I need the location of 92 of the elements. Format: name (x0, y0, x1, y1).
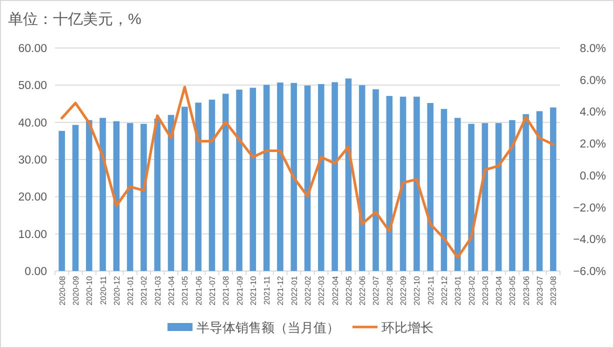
bar (182, 106, 188, 271)
bar (58, 130, 65, 271)
bar (236, 90, 242, 271)
chart-title: 单位：十亿美元，% (8, 11, 142, 28)
bar (454, 118, 461, 271)
y2-tick-label: −6.0% (573, 266, 606, 278)
legend-label: 环比增长 (382, 320, 434, 335)
x-tick-label: 2021-10 (248, 275, 258, 306)
x-tick-label: 2021-03 (153, 275, 162, 306)
y2-tick-label: 2.0% (580, 138, 606, 151)
y-tick-label: 60.00 (18, 43, 47, 55)
y2-tick-label: −2.0% (573, 202, 606, 214)
x-tick-label: 2021-12 (276, 275, 286, 306)
y2-tick-label: 0.0% (580, 170, 606, 182)
x-tick-label: 2020-11 (98, 275, 108, 305)
x-tick-label: 2022-09 (399, 275, 408, 306)
bar (100, 118, 106, 271)
bar (522, 114, 530, 271)
x-tick-label: 2023-04 (494, 275, 504, 306)
x-tick-label: 2022-03 (317, 275, 326, 306)
y2-tick-label: 8.0% (580, 43, 606, 55)
bar (440, 108, 448, 271)
x-tick-label: 2022-12 (440, 275, 449, 306)
x-tick-label: 2022-10 (412, 275, 422, 306)
x-tick-label: 2021-04 (167, 275, 176, 306)
bar (318, 84, 324, 271)
y-tick-label: 0.00 (24, 266, 47, 278)
bar (495, 123, 502, 271)
y-tick-label: 10.00 (18, 228, 47, 241)
bar (550, 107, 556, 271)
bar (208, 100, 216, 271)
bar (222, 94, 229, 271)
bar (290, 82, 297, 271)
y-tick-label: 20.00 (18, 192, 47, 204)
bar (358, 85, 366, 271)
bar (400, 96, 406, 271)
x-tick-label: 2020-12 (112, 275, 122, 306)
y2-tick-label: 6.0% (580, 74, 606, 87)
x-tick-label: 2023-01 (454, 275, 463, 306)
x-tick-label: 2020-08 (58, 275, 67, 306)
x-tick-label: 2020-09 (71, 275, 80, 306)
x-tick-label: 2023-02 (467, 275, 476, 306)
x-tick-label: 2022-01 (290, 275, 299, 306)
y-tick-label: 50.00 (18, 80, 47, 92)
bar (386, 96, 393, 271)
x-tick-label: 2022-07 (372, 275, 381, 306)
x-tick-label: 2022-08 (385, 275, 394, 306)
bar (126, 123, 134, 271)
x-tick-label: 2022-02 (304, 275, 312, 306)
x-tick-label: 2023-06 (522, 275, 531, 306)
x-tick-label: 2023-08 (549, 275, 558, 306)
y2-tick-label: −4.0% (573, 234, 606, 246)
bar (372, 89, 379, 271)
bar (168, 114, 174, 271)
x-tick-label: 2021-01 (126, 275, 136, 306)
bar (277, 82, 284, 271)
x-tick-label: 2020-10 (85, 275, 94, 306)
x-tick-label: 2021-05 (180, 275, 190, 306)
x-tick-label: 2021-02 (140, 275, 149, 306)
x-tick-label: 2022-04 (330, 275, 340, 306)
x-tick-label: 2022-11 (426, 275, 436, 305)
bar (414, 96, 420, 271)
y2-tick-label: 4.0% (580, 106, 606, 119)
y-tick-label: 40.00 (18, 117, 47, 130)
bar (332, 82, 338, 271)
bar (113, 121, 120, 271)
bar (536, 111, 543, 271)
bar (195, 102, 202, 271)
bar (482, 123, 488, 271)
bar (509, 120, 516, 271)
bar (468, 124, 474, 271)
x-tick-label: 2023-03 (480, 275, 490, 306)
x-tick-label: 2022-06 (358, 275, 368, 306)
bar (154, 118, 161, 271)
bar (72, 124, 79, 271)
x-tick-label: 2023-05 (508, 275, 518, 306)
bar (86, 120, 92, 271)
bar (263, 84, 270, 271)
x-tick-label: 2021-06 (194, 275, 204, 306)
y-tick-label: 30.00 (18, 154, 47, 166)
bar (427, 103, 434, 271)
x-tick-label: 2021-07 (208, 275, 217, 306)
bar (250, 88, 256, 271)
x-tick-label: 2021-09 (235, 275, 244, 306)
bar (140, 124, 147, 271)
x-tick-label: 2022-05 (344, 275, 354, 306)
legend-label: 半导体销售额（当月值） (196, 320, 340, 335)
bar (345, 78, 352, 271)
bar (304, 86, 311, 271)
x-tick-label: 2021-11 (262, 275, 272, 305)
x-tick-label: 2021-08 (222, 275, 231, 306)
x-tick-label: 2023-07 (536, 275, 545, 306)
